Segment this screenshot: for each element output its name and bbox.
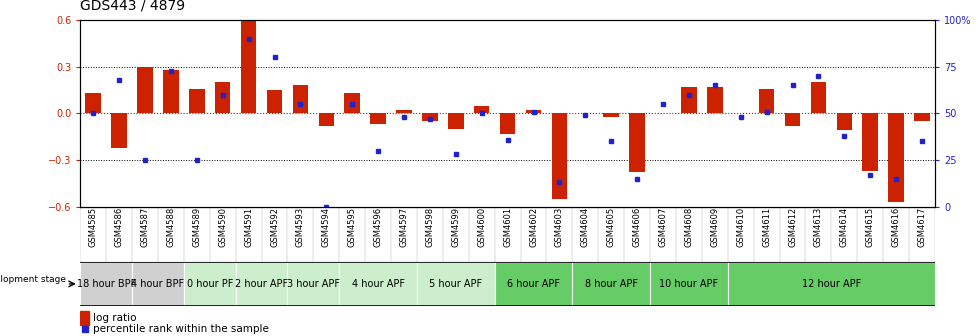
Text: GSM4587: GSM4587 <box>141 207 150 247</box>
Text: GSM4599: GSM4599 <box>451 207 460 247</box>
Bar <box>681 87 696 114</box>
Bar <box>913 114 929 121</box>
Bar <box>396 110 412 114</box>
Bar <box>649 262 727 306</box>
Text: GSM4608: GSM4608 <box>684 207 692 247</box>
Bar <box>184 262 236 306</box>
Bar <box>417 262 494 306</box>
Text: GSM4600: GSM4600 <box>476 207 486 247</box>
Text: GSM4585: GSM4585 <box>89 207 98 247</box>
Bar <box>448 114 464 129</box>
Text: GSM4611: GSM4611 <box>761 207 771 247</box>
Text: GSM4593: GSM4593 <box>295 207 304 247</box>
Text: 10 hour APF: 10 hour APF <box>658 279 718 289</box>
Bar <box>241 20 256 114</box>
Text: 0 hour PF: 0 hour PF <box>187 279 233 289</box>
Bar <box>494 262 572 306</box>
Text: GSM4614: GSM4614 <box>839 207 848 247</box>
Text: 5 hour APF: 5 hour APF <box>428 279 482 289</box>
Text: 4 hour APF: 4 hour APF <box>351 279 404 289</box>
Text: GSM4615: GSM4615 <box>865 207 873 247</box>
Bar <box>132 262 184 306</box>
Bar <box>292 85 308 114</box>
Bar <box>758 88 774 114</box>
Bar <box>318 114 333 126</box>
Text: GSM4596: GSM4596 <box>374 207 382 247</box>
Text: GSM4603: GSM4603 <box>555 207 563 247</box>
Bar <box>727 262 934 306</box>
Text: GSM4605: GSM4605 <box>606 207 615 247</box>
Text: GSM4612: GSM4612 <box>787 207 796 247</box>
Bar <box>80 311 89 325</box>
Bar <box>189 88 204 114</box>
Text: GSM4586: GSM4586 <box>114 207 123 247</box>
Text: 18 hour BPF: 18 hour BPF <box>76 279 136 289</box>
Text: development stage: development stage <box>0 275 66 284</box>
Text: GSM4602: GSM4602 <box>528 207 538 247</box>
Bar <box>473 106 489 114</box>
Bar <box>288 262 339 306</box>
Bar <box>163 70 179 114</box>
Bar <box>370 114 385 124</box>
Bar <box>551 114 566 199</box>
Text: GSM4613: GSM4613 <box>813 207 822 247</box>
Bar <box>784 114 799 126</box>
Text: GSM4610: GSM4610 <box>735 207 744 247</box>
Text: GSM4588: GSM4588 <box>166 207 175 247</box>
Text: GSM4594: GSM4594 <box>322 207 331 247</box>
Bar <box>111 114 127 148</box>
Text: GSM4607: GSM4607 <box>658 207 667 247</box>
Bar <box>887 114 903 202</box>
Bar <box>422 114 437 121</box>
Bar <box>525 110 541 114</box>
Text: GDS443 / 4879: GDS443 / 4879 <box>80 0 185 13</box>
Text: GSM4598: GSM4598 <box>425 207 434 247</box>
Text: GSM4591: GSM4591 <box>244 207 253 247</box>
Bar <box>236 262 288 306</box>
Text: GSM4592: GSM4592 <box>270 207 279 247</box>
Text: GSM4609: GSM4609 <box>710 207 719 247</box>
Bar <box>572 262 649 306</box>
Bar <box>344 93 360 114</box>
Bar <box>706 87 722 114</box>
Text: 6 hour APF: 6 hour APF <box>507 279 559 289</box>
Text: GSM4604: GSM4604 <box>580 207 589 247</box>
Bar <box>629 114 645 172</box>
Text: GSM4606: GSM4606 <box>632 207 641 247</box>
Bar <box>80 262 132 306</box>
Text: GSM4589: GSM4589 <box>192 207 201 247</box>
Bar <box>85 93 101 114</box>
Bar <box>339 262 417 306</box>
Text: GSM4597: GSM4597 <box>399 207 408 247</box>
Bar <box>810 82 825 114</box>
Text: 3 hour APF: 3 hour APF <box>287 279 339 289</box>
Text: 12 hour APF: 12 hour APF <box>801 279 860 289</box>
Text: GSM4617: GSM4617 <box>916 207 925 247</box>
Bar <box>215 82 230 114</box>
Bar <box>266 90 282 114</box>
Text: GSM4616: GSM4616 <box>891 207 900 247</box>
Bar <box>602 114 618 117</box>
Text: 2 hour APF: 2 hour APF <box>235 279 288 289</box>
Text: 4 hour BPF: 4 hour BPF <box>131 279 184 289</box>
Text: GSM4601: GSM4601 <box>503 207 511 247</box>
Text: log ratio: log ratio <box>92 313 136 323</box>
Text: percentile rank within the sample: percentile rank within the sample <box>92 324 268 334</box>
Bar <box>835 114 851 130</box>
Text: GSM4595: GSM4595 <box>347 207 356 247</box>
Bar <box>500 114 514 134</box>
Text: 8 hour APF: 8 hour APF <box>584 279 637 289</box>
Bar <box>862 114 877 171</box>
Text: GSM4590: GSM4590 <box>218 207 227 247</box>
Bar <box>137 67 153 114</box>
